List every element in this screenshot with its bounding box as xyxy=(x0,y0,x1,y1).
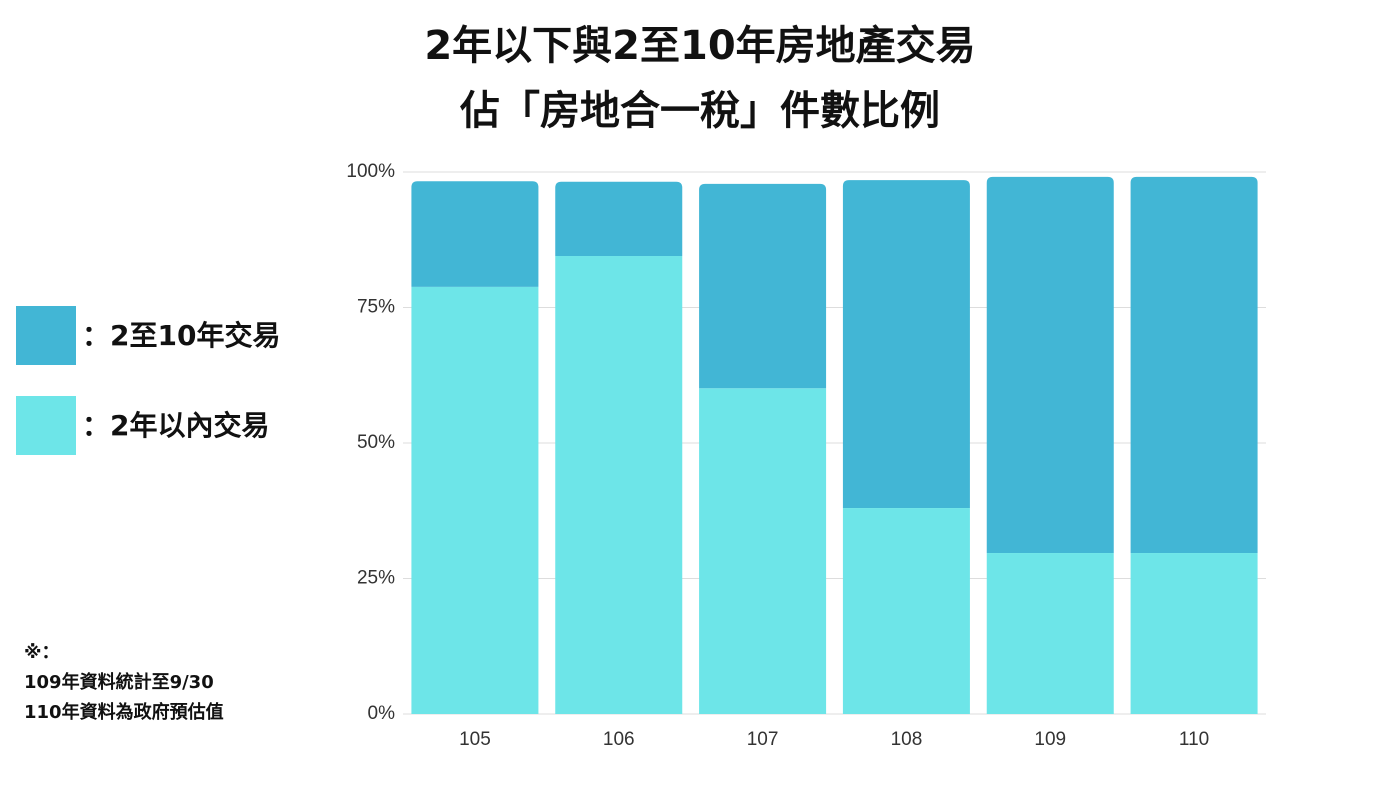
y-tick-label: 0% xyxy=(368,703,396,724)
bar-segment xyxy=(986,553,1114,714)
x-tick-label: 110 xyxy=(1179,729,1209,750)
bar-segment xyxy=(555,181,683,257)
bar-segment xyxy=(555,256,683,714)
x-tick-label: 109 xyxy=(1034,729,1066,750)
x-tick-label: 105 xyxy=(459,729,491,750)
x-tick-label: 108 xyxy=(891,729,923,750)
y-tick-label: 50% xyxy=(357,432,395,453)
x-tick-label: 107 xyxy=(747,729,779,750)
footnote: ※： xyxy=(24,642,60,663)
y-tick-label: 25% xyxy=(357,568,395,589)
x-tick-label: 106 xyxy=(603,729,635,750)
legend-label: ：2至10年交易 xyxy=(82,319,280,352)
bar-segment xyxy=(699,388,827,714)
bar-segment xyxy=(1130,176,1258,554)
y-tick-label: 75% xyxy=(357,297,395,318)
legend-swatch xyxy=(16,396,76,455)
bar-segment xyxy=(411,286,539,714)
bar-segment xyxy=(699,183,827,389)
y-tick-label: 100% xyxy=(346,161,395,182)
footnote: 110年資料為政府預估值 xyxy=(24,701,224,723)
bar-segment xyxy=(411,181,539,287)
bar-segment xyxy=(842,180,970,509)
legend-label: ：2年以內交易 xyxy=(82,409,269,442)
chart-subtitle: 佔「房地合一稅」件數比例 xyxy=(459,88,940,134)
bar-segment xyxy=(842,508,970,714)
chart-title: 2年以下與2至10年房地產交易 xyxy=(424,23,975,69)
bar-segment xyxy=(1130,553,1258,714)
bar-segment xyxy=(986,176,1114,554)
footnote: 109年資料統計至9/30 xyxy=(24,671,214,693)
legend-swatch xyxy=(16,306,76,365)
